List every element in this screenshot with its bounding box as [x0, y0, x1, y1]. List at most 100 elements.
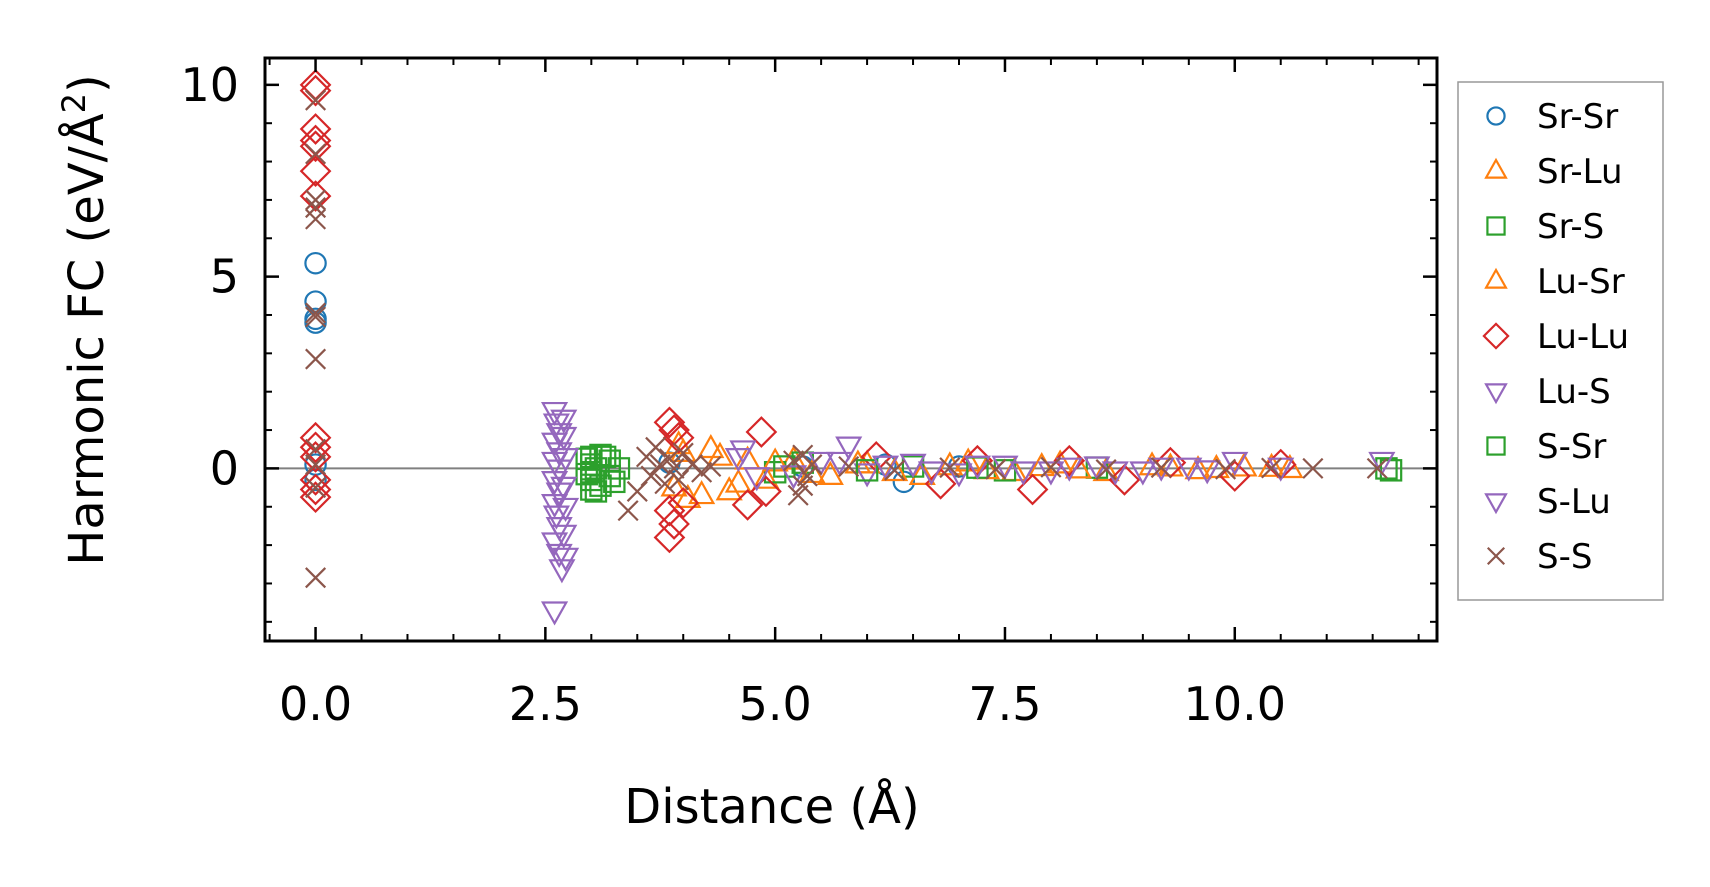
data-point [540, 471, 569, 496]
data-point [658, 508, 690, 540]
data-point [548, 559, 576, 584]
data-point [660, 472, 688, 497]
data-point [697, 433, 725, 459]
series-s-s [305, 89, 1388, 589]
data-point [835, 436, 863, 461]
legend-marker [1486, 216, 1506, 236]
data-point [724, 468, 752, 493]
data-point [299, 130, 332, 163]
legend-label: Lu-Lu [1537, 317, 1629, 357]
data-point [1095, 459, 1117, 481]
data-point [305, 567, 327, 589]
data-point [299, 74, 332, 107]
series-lu-s [540, 401, 1295, 626]
data-point [924, 467, 957, 500]
data-point [304, 251, 327, 275]
data-point [640, 465, 662, 487]
y-tick-label: 0 [210, 441, 239, 495]
data-point [299, 441, 332, 473]
data-point [855, 459, 879, 482]
data-point [304, 307, 327, 331]
data-point [1368, 451, 1396, 476]
data-point [552, 497, 580, 523]
data-point [729, 440, 757, 465]
data-point [299, 464, 332, 496]
data-point [305, 438, 327, 460]
data-point [706, 441, 734, 466]
legend-marker [1484, 383, 1508, 405]
data-point [545, 482, 573, 507]
data-point [1009, 461, 1037, 486]
data-point [1108, 464, 1141, 496]
data-point [779, 465, 808, 490]
data-point [653, 521, 686, 554]
data-point [715, 476, 743, 501]
data-point [1366, 457, 1388, 479]
data-point [617, 500, 639, 522]
data-point [1218, 460, 1251, 492]
legend-item-s-lu: S-Lu [1484, 482, 1611, 522]
legend-label: Sr-S [1537, 207, 1604, 247]
data-point [884, 459, 906, 481]
ticks-layer: 0.0 2.5 5.0 7.5 10.0 0 5 10 [180, 58, 1437, 731]
data-point [305, 302, 327, 324]
data-point [963, 455, 991, 480]
data-point [542, 505, 570, 530]
data-point [1064, 454, 1093, 479]
data-point [305, 89, 327, 111]
legend-item-lu-s: Lu-S [1484, 372, 1611, 412]
x-tick-label: 2.5 [509, 677, 582, 731]
data-point [945, 463, 973, 488]
data-point [603, 470, 626, 494]
data-point [550, 524, 578, 549]
data-point [691, 461, 713, 483]
data-point [908, 460, 936, 485]
data-point [985, 458, 1007, 480]
data-point [1147, 457, 1175, 482]
data-point [550, 476, 578, 501]
data-point [688, 480, 716, 505]
legend-label: Lu-S [1537, 372, 1611, 412]
legend-item-sr-sr: Sr-Sr [1486, 97, 1618, 137]
data-point [792, 475, 814, 497]
x-tick-label: 10.0 [1184, 677, 1286, 731]
legend: Sr-Sr Sr-Lu Sr-S Lu-Sr Lu-Lu Lu-S S-Sr S-Lu S-S [1457, 81, 1664, 601]
data-point [1150, 457, 1172, 479]
data-point [743, 467, 771, 492]
data-point [645, 436, 667, 458]
data-point [540, 532, 569, 557]
data-point [649, 454, 671, 476]
data-points-layer [299, 68, 1403, 626]
data-point [305, 208, 327, 230]
data-point [1276, 453, 1304, 479]
legend-label: S-Lu [1537, 482, 1611, 522]
data-point [653, 494, 686, 527]
legend-marker [1486, 546, 1506, 566]
data-point [663, 457, 685, 479]
data-point [801, 454, 823, 476]
data-point [662, 421, 695, 454]
data-point [305, 477, 327, 499]
legend-label: S-Sr [1537, 427, 1606, 467]
y-axis-title: Harmonic FC (eV/Å2) [55, 74, 115, 566]
legend-label: Lu-Sr [1537, 262, 1625, 302]
data-point [305, 348, 327, 370]
y-tick-label: 5 [210, 250, 239, 304]
plot-frame [263, 56, 1439, 643]
data-point [939, 457, 961, 479]
data-point [745, 416, 778, 448]
x-axis-title: Distance (Å) [624, 778, 919, 835]
data-point [550, 426, 578, 452]
x-tick-label: 5.0 [739, 677, 812, 731]
data-point [1083, 456, 1111, 481]
data-point [654, 473, 676, 495]
legend-marker [1482, 322, 1510, 350]
data-point [1055, 457, 1083, 482]
data-point [305, 454, 327, 476]
data-point [653, 406, 686, 439]
data-point [552, 547, 580, 572]
data-point [305, 143, 327, 165]
y-axis-title-close: ) [59, 74, 115, 93]
data-point [1184, 455, 1212, 480]
